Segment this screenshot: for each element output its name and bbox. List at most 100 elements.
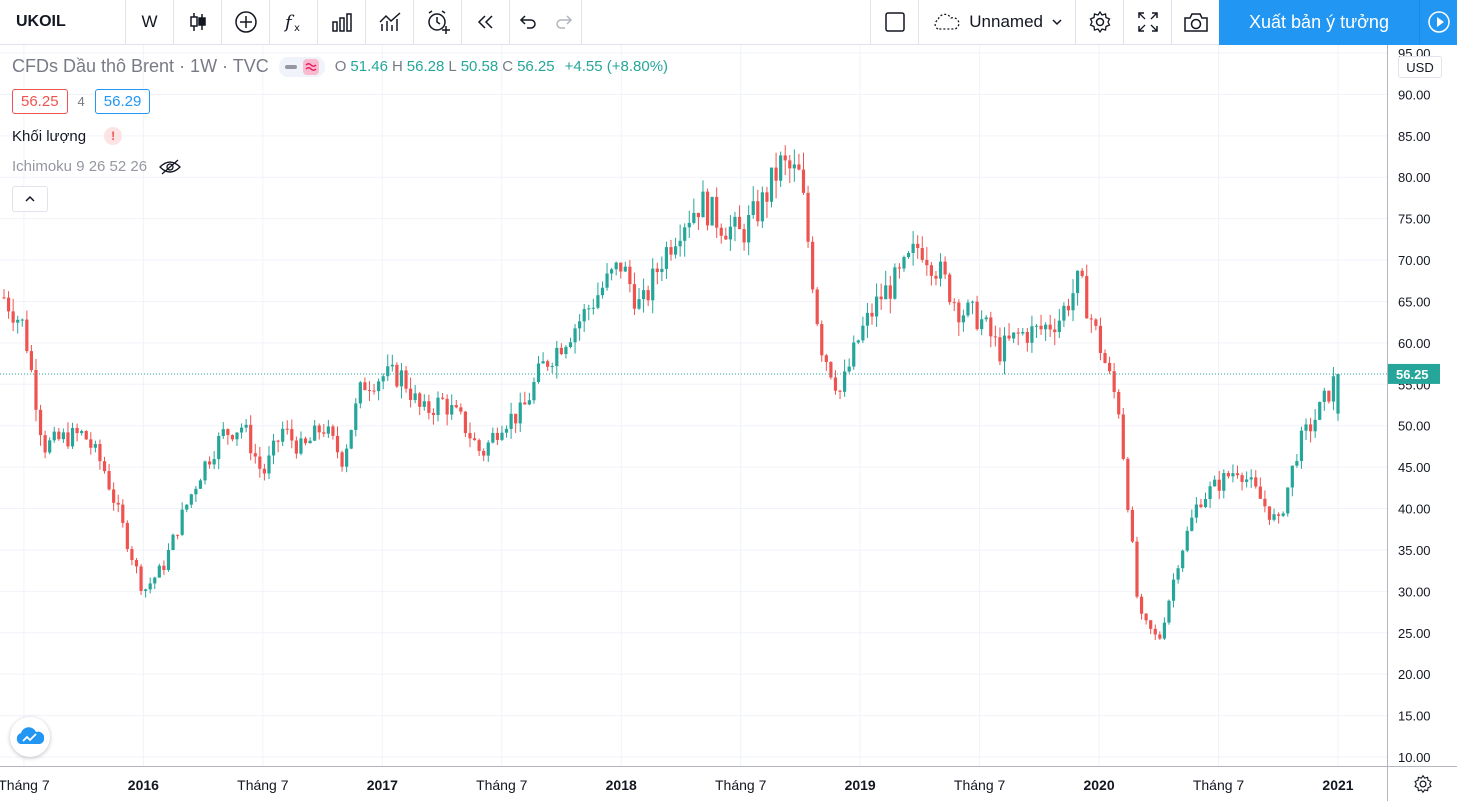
interval-button[interactable]: W (126, 0, 174, 45)
candle-body (399, 370, 404, 387)
candle-body (358, 382, 362, 404)
candle-body (1181, 550, 1185, 569)
price-scale[interactable]: 95.00 90.00 85.00 80.00 75.00 70.00 65.00 60.00… (1387, 45, 1457, 766)
series-legend[interactable]: CFDs Dầu thô Brent · 1W · TVC O 51.46 H 56… (12, 56, 668, 77)
candle-body (1085, 276, 1089, 319)
candle-body (870, 312, 874, 317)
candle-body (1277, 514, 1281, 516)
candle-body (281, 428, 285, 442)
candle-body (765, 192, 769, 202)
candle-body (176, 534, 180, 536)
play-icon[interactable] (1419, 0, 1457, 45)
volume-study-legend[interactable]: Khối lượng ! (12, 127, 123, 145)
candle-body (472, 438, 477, 441)
compare-add-icon[interactable] (222, 0, 270, 45)
symbol-search-button[interactable]: UKOIL (0, 0, 126, 45)
publish-idea-button[interactable]: Xuất bản ý tưởng (1219, 0, 1419, 45)
candle-body (587, 308, 591, 310)
candle-body (801, 169, 806, 193)
replay-icon[interactable] (462, 0, 510, 45)
candle-body (998, 337, 1002, 362)
price-tick-label: 10.00 (1398, 750, 1431, 765)
collapse-legend-button[interactable] (12, 186, 48, 212)
warning-icon[interactable]: ! (104, 127, 123, 145)
candle-body (696, 212, 701, 218)
time-scale[interactable]: Tháng 7 2016 Tháng 7 2017 Tháng 7 2018 Tháng 7… (0, 766, 1387, 801)
candle-body (212, 459, 216, 465)
candle-body (1075, 270, 1080, 294)
candle-body (171, 534, 175, 551)
wave-icon (302, 58, 319, 75)
bid-price[interactable]: 56.25 (12, 89, 68, 114)
candle-body (454, 405, 458, 408)
candle-body (1130, 509, 1135, 542)
candlestick-chart[interactable] (0, 45, 1387, 766)
time-tick-label: 2016 (128, 777, 159, 793)
candle-body (1016, 332, 1020, 334)
candle-body (1286, 487, 1290, 514)
candle-body (975, 301, 979, 330)
chart-pane[interactable] (0, 45, 1387, 766)
candle-body (381, 376, 385, 382)
ask-price[interactable]: 56.29 (94, 89, 151, 114)
last-price-label: 56.25 (1396, 367, 1429, 382)
bid-ask-panel: 56.25 4 56.29 (12, 89, 151, 114)
candle-body (943, 261, 947, 275)
volume-study-label: Khối lượng (12, 127, 87, 145)
templates-icon[interactable] (366, 0, 414, 45)
candle-body (1053, 329, 1057, 333)
candle-body (1231, 473, 1235, 477)
financials-icon[interactable] (318, 0, 366, 45)
candle-body (1158, 634, 1162, 639)
time-tick-label: Tháng 7 (476, 777, 528, 793)
fullscreen-icon[interactable] (1123, 0, 1171, 45)
candle-body (1226, 473, 1230, 477)
candle-body (678, 240, 682, 247)
candle-body (724, 235, 728, 240)
series-title: CFDs Dầu thô Brent · 1W · TVC (12, 56, 269, 76)
candle-body (340, 452, 344, 467)
candle-body (102, 461, 107, 472)
svg-text:x: x (294, 23, 300, 34)
candle-body (1089, 318, 1093, 320)
candle-body (646, 290, 650, 301)
candle-body (6, 297, 11, 312)
settings-gear-icon[interactable] (1075, 0, 1123, 45)
candle-body (221, 429, 225, 436)
candle-body (550, 366, 554, 368)
eye-hidden-icon[interactable] (159, 159, 182, 175)
candle-body (1331, 376, 1336, 402)
time-tick-label: 2017 (367, 777, 398, 793)
redo-icon[interactable] (546, 0, 582, 45)
series-status-badge[interactable] (278, 56, 325, 77)
candle-body (93, 444, 97, 448)
alert-icon[interactable] (414, 0, 462, 45)
scale-settings-gear-icon[interactable] (1387, 766, 1457, 801)
candle-body (564, 347, 568, 355)
candle-body (217, 435, 221, 460)
candle-body (651, 268, 655, 301)
candle-body (38, 409, 43, 436)
undo-icon[interactable] (510, 0, 546, 45)
candle-body (838, 390, 842, 392)
candle-body (957, 302, 961, 323)
tradingview-logo-icon[interactable] (10, 717, 50, 757)
layout-name-dropdown[interactable]: Unnamed (918, 0, 1075, 45)
candle-body (326, 426, 330, 434)
candle-body (1171, 579, 1176, 601)
time-tick-label: Tháng 7 (954, 777, 1006, 793)
layout-select-icon[interactable] (870, 0, 918, 45)
snapshot-camera-icon[interactable] (1171, 0, 1219, 45)
ichimoku-study-legend[interactable]: Ichimoku 9 26 52 26 (12, 158, 182, 175)
candle-body (751, 201, 755, 215)
candle-body (1327, 390, 1331, 402)
candle-body (166, 550, 171, 570)
candle-body (1254, 477, 1258, 487)
candle-body (440, 397, 445, 399)
candle-body (486, 442, 490, 456)
currency-label[interactable]: USD (1398, 56, 1442, 78)
candle-body (961, 315, 965, 323)
candles-icon[interactable] (174, 0, 222, 45)
candle-body (1240, 475, 1244, 482)
